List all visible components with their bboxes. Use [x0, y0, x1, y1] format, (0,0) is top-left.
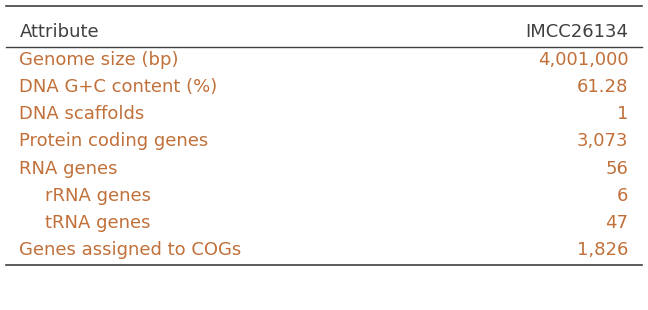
- Text: 1,826: 1,826: [577, 241, 629, 259]
- Text: DNA G+C content (%): DNA G+C content (%): [19, 78, 218, 96]
- Text: 6: 6: [617, 187, 629, 205]
- Text: 1: 1: [617, 105, 629, 123]
- Text: 3,073: 3,073: [577, 132, 629, 150]
- Text: Genome size (bp): Genome size (bp): [19, 51, 179, 69]
- Text: IMCC26134: IMCC26134: [526, 23, 629, 41]
- Text: 56: 56: [606, 160, 629, 178]
- Text: rRNA genes: rRNA genes: [45, 187, 152, 205]
- Text: Genes assigned to COGs: Genes assigned to COGs: [19, 241, 242, 259]
- Text: Attribute: Attribute: [19, 23, 99, 41]
- Text: 47: 47: [606, 214, 629, 232]
- Text: 4,001,000: 4,001,000: [538, 51, 629, 69]
- Text: RNA genes: RNA genes: [19, 160, 118, 178]
- Text: tRNA genes: tRNA genes: [45, 214, 151, 232]
- Text: Protein coding genes: Protein coding genes: [19, 132, 209, 150]
- Text: DNA scaffolds: DNA scaffolds: [19, 105, 145, 123]
- Text: 61.28: 61.28: [577, 78, 629, 96]
